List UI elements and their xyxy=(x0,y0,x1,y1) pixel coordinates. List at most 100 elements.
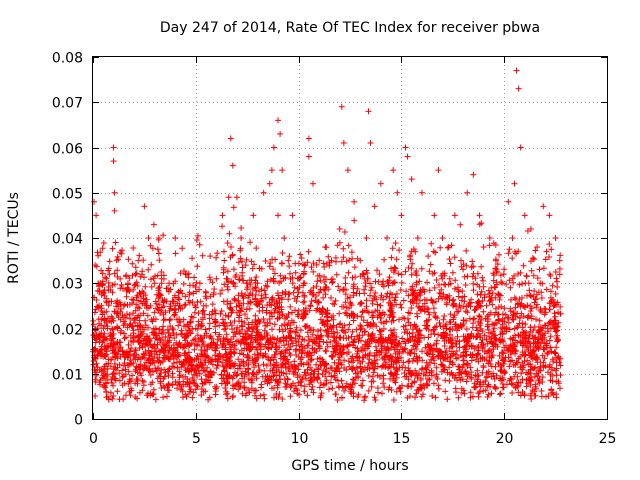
data-point xyxy=(492,257,499,264)
data-point xyxy=(279,167,286,174)
data-point xyxy=(322,244,329,251)
data-point xyxy=(301,280,308,287)
cloud-markers xyxy=(90,204,564,404)
data-point xyxy=(371,203,378,210)
data-point xyxy=(147,302,154,309)
data-point xyxy=(418,189,425,196)
data-point xyxy=(344,167,351,174)
data-point xyxy=(328,257,335,264)
x-axis-label: GPS time / hours xyxy=(291,458,408,474)
data-cloud xyxy=(90,204,564,404)
data-point xyxy=(172,235,179,241)
data-point xyxy=(367,139,374,146)
data-point xyxy=(340,139,347,146)
x-tick-label: 25 xyxy=(599,431,617,447)
data-point xyxy=(521,212,528,219)
y-axis-label: ROTI / TECUs xyxy=(6,192,22,284)
data-point xyxy=(141,203,148,210)
data-point xyxy=(182,271,189,278)
data-point xyxy=(556,257,563,264)
data-point xyxy=(92,325,99,332)
data-point xyxy=(285,257,292,264)
data-point xyxy=(534,244,541,251)
data-point xyxy=(414,235,421,241)
data-point xyxy=(517,144,524,151)
data-point xyxy=(390,167,397,174)
data-point xyxy=(270,144,277,151)
y-tick-label: 0.08 xyxy=(52,51,83,67)
data-point xyxy=(100,289,107,296)
data-point xyxy=(91,198,98,205)
data-point xyxy=(166,280,173,287)
data-point xyxy=(509,235,516,241)
data-point xyxy=(431,212,438,219)
data-point xyxy=(336,225,343,232)
data-point xyxy=(552,235,559,241)
data-point xyxy=(398,212,405,219)
data-point xyxy=(97,334,104,341)
data-point xyxy=(295,289,302,296)
data-point xyxy=(135,257,142,264)
data-point xyxy=(161,316,168,323)
data-point xyxy=(203,302,210,309)
data-point xyxy=(377,180,384,187)
data-point xyxy=(96,302,103,309)
data-point xyxy=(275,212,282,219)
data-point xyxy=(439,235,446,241)
y-tick-label: 0.05 xyxy=(52,187,83,203)
data-point xyxy=(94,348,101,355)
data-point xyxy=(102,352,109,359)
data-point xyxy=(131,334,138,341)
y-tick-label: 0.01 xyxy=(52,368,83,384)
data-point xyxy=(124,280,131,287)
data-point xyxy=(527,225,534,232)
data-point xyxy=(219,212,226,219)
data-points xyxy=(90,67,563,368)
data-point xyxy=(110,158,117,165)
data-point xyxy=(104,325,111,332)
data-point xyxy=(244,280,251,287)
data-point xyxy=(281,235,288,241)
data-point xyxy=(110,144,117,151)
data-point xyxy=(233,194,240,201)
data-point xyxy=(254,280,261,287)
x-tick-label: 5 xyxy=(192,431,201,447)
data-point xyxy=(357,257,364,264)
y-tick-label: 0.03 xyxy=(52,277,83,293)
data-point xyxy=(111,207,118,214)
x-tick-label: 10 xyxy=(291,431,309,447)
data-point xyxy=(338,103,345,110)
data-point xyxy=(425,253,432,260)
data-point xyxy=(384,235,391,241)
x-tick-labels: 0 5 10 15 20 25 xyxy=(89,431,616,447)
data-point xyxy=(238,235,245,241)
data-point xyxy=(250,212,257,219)
data-point xyxy=(513,67,520,74)
data-point xyxy=(275,117,282,124)
data-point xyxy=(435,167,442,174)
data-point xyxy=(266,180,273,187)
y-tick-label: 0.02 xyxy=(52,323,83,339)
data-point xyxy=(404,153,411,160)
x-tick-label: 0 xyxy=(89,431,98,447)
x-tick-label: 15 xyxy=(393,431,411,447)
data-point xyxy=(225,194,232,201)
data-point xyxy=(394,189,401,196)
data-point xyxy=(277,130,284,137)
data-point xyxy=(151,280,158,287)
y-tick-label: 0 xyxy=(74,413,83,429)
data-point xyxy=(363,235,370,241)
y-tick-label: 0.04 xyxy=(52,232,83,248)
data-point xyxy=(480,244,487,251)
data-point xyxy=(408,176,415,183)
data-point xyxy=(111,189,118,196)
data-point xyxy=(515,85,522,92)
y-tick-label: 0.06 xyxy=(52,142,83,158)
data-point xyxy=(511,180,518,187)
data-point xyxy=(213,275,220,282)
data-point xyxy=(93,212,100,219)
data-point xyxy=(114,325,121,332)
y-tick-labels: 0 0.01 0.02 0.03 0.04 0.05 0.06 0.07 0.08 xyxy=(52,51,83,429)
data-point xyxy=(505,198,512,205)
